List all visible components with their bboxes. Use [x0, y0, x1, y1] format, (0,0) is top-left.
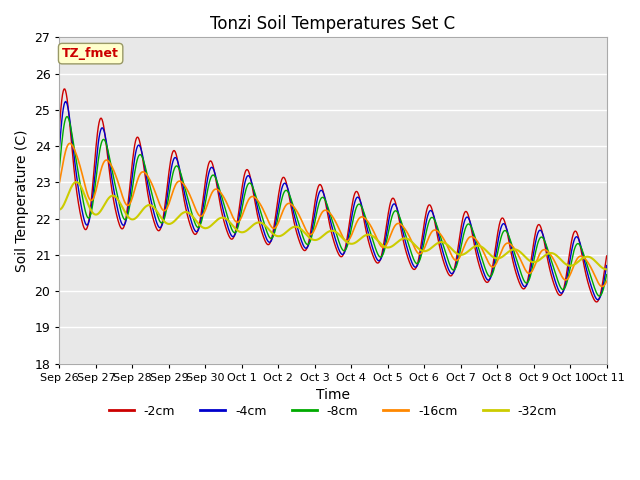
Text: TZ_fmet: TZ_fmet — [62, 47, 119, 60]
-32cm — [72, 179, 80, 185]
-4cm — [603, 263, 611, 268]
-8cm — [401, 228, 408, 234]
-4cm — [178, 178, 186, 183]
-32cm — [178, 211, 186, 216]
Line: -2cm: -2cm — [60, 89, 607, 302]
-4cm — [67, 119, 74, 125]
-16cm — [56, 180, 63, 185]
-4cm — [417, 253, 424, 259]
-16cm — [603, 278, 611, 284]
-32cm — [401, 236, 408, 241]
-2cm — [417, 248, 424, 253]
-8cm — [123, 216, 131, 221]
-16cm — [417, 251, 424, 257]
-2cm — [67, 125, 74, 131]
-4cm — [401, 234, 408, 240]
-32cm — [603, 266, 611, 272]
-2cm — [56, 123, 63, 129]
Line: -8cm: -8cm — [60, 117, 607, 296]
X-axis label: Time: Time — [316, 388, 350, 402]
Line: -32cm: -32cm — [60, 182, 607, 269]
-16cm — [401, 225, 408, 231]
-8cm — [603, 272, 611, 277]
-8cm — [63, 114, 71, 120]
-2cm — [178, 185, 186, 191]
Title: Tonzi Soil Temperatures Set C: Tonzi Soil Temperatures Set C — [211, 15, 456, 33]
-32cm — [123, 212, 131, 217]
-4cm — [56, 145, 63, 151]
-4cm — [594, 297, 602, 302]
Line: -16cm: -16cm — [60, 144, 607, 287]
Legend: -2cm, -4cm, -8cm, -16cm, -32cm: -2cm, -4cm, -8cm, -16cm, -32cm — [104, 400, 562, 423]
-2cm — [593, 299, 600, 305]
-16cm — [598, 284, 606, 289]
-16cm — [65, 141, 73, 146]
Line: -4cm: -4cm — [60, 101, 607, 300]
-16cm — [207, 192, 215, 198]
-2cm — [401, 242, 408, 248]
-32cm — [56, 207, 63, 213]
-2cm — [123, 213, 131, 218]
-2cm — [207, 158, 215, 164]
-16cm — [178, 180, 186, 185]
-16cm — [67, 141, 74, 146]
-4cm — [207, 165, 215, 170]
Y-axis label: Soil Temperature (C): Soil Temperature (C) — [15, 129, 29, 272]
-8cm — [596, 293, 604, 299]
-4cm — [61, 98, 69, 104]
-8cm — [207, 175, 215, 180]
-4cm — [123, 216, 131, 222]
-32cm — [417, 247, 424, 252]
-8cm — [417, 256, 424, 262]
-8cm — [56, 165, 63, 170]
-2cm — [603, 253, 611, 259]
-32cm — [207, 223, 215, 228]
-8cm — [178, 175, 186, 180]
-8cm — [67, 121, 74, 127]
-32cm — [65, 189, 73, 194]
-2cm — [61, 86, 68, 92]
-16cm — [123, 202, 131, 208]
